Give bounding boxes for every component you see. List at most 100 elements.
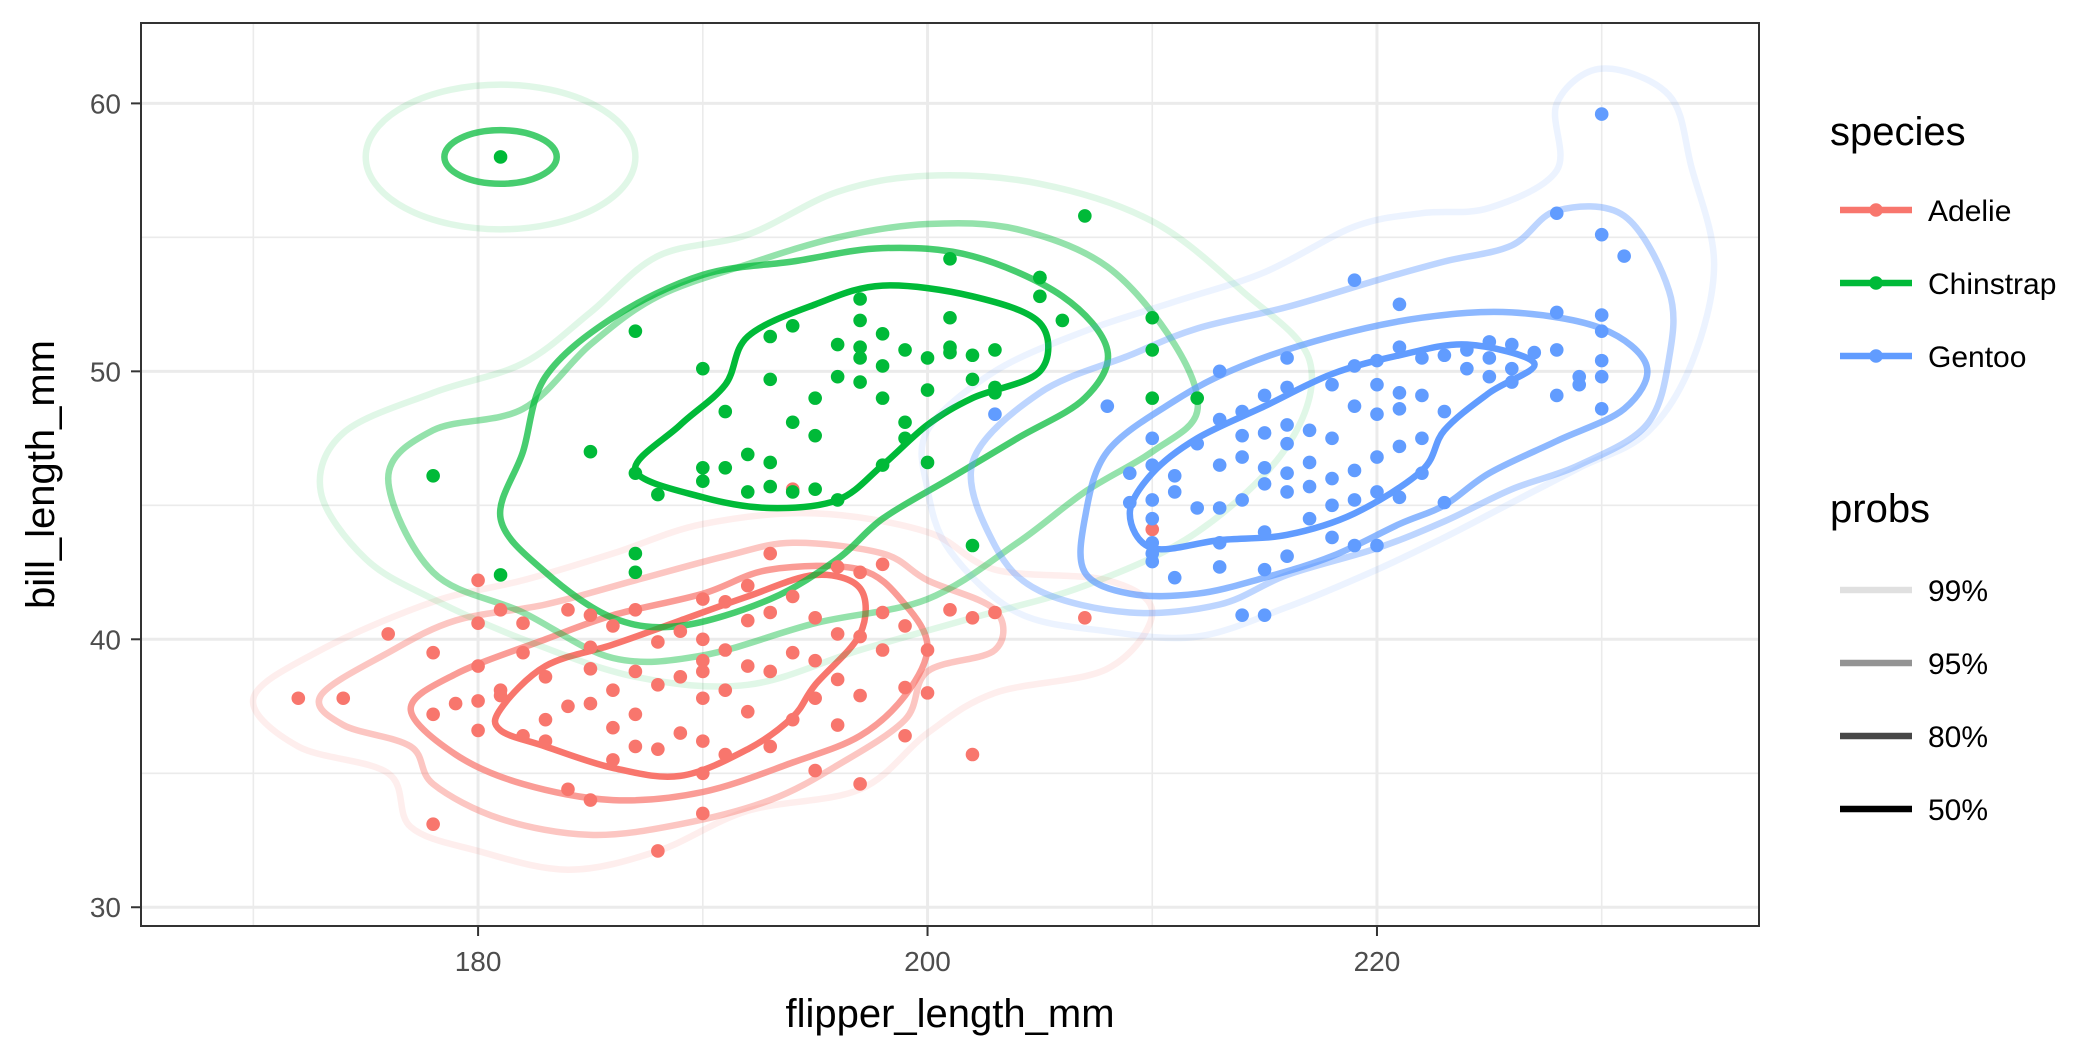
point-gentoo	[1415, 431, 1429, 446]
point-adelie	[785, 645, 800, 660]
point-gentoo	[1347, 359, 1362, 373]
y-axis-title: bill_length_mm	[19, 340, 63, 609]
point-adelie	[920, 643, 935, 657]
point-adelie	[606, 683, 620, 698]
point-gentoo	[1280, 485, 1294, 499]
legend-probs-label: 95%	[1928, 648, 1988, 681]
point-gentoo	[1347, 538, 1362, 553]
point-chinstrap	[426, 469, 440, 483]
point-chinstrap	[763, 372, 778, 387]
point-gentoo	[1482, 351, 1497, 365]
point-adelie	[696, 691, 710, 706]
point-gentoo	[1257, 608, 1272, 622]
legend-probs-label: 99%	[1928, 575, 1988, 608]
point-chinstrap	[1145, 310, 1160, 325]
point-adelie	[696, 734, 710, 748]
point-chinstrap	[920, 383, 935, 397]
point-chinstrap	[1033, 289, 1047, 304]
point-adelie	[561, 699, 575, 714]
point-chinstrap	[740, 485, 755, 499]
point-gentoo	[1505, 361, 1519, 376]
point-gentoo	[1392, 297, 1407, 312]
point-gentoo	[1549, 343, 1564, 357]
point-chinstrap	[853, 375, 867, 389]
point-adelie	[853, 629, 867, 644]
point-adelie	[898, 619, 912, 633]
point-adelie	[606, 619, 620, 633]
point-gentoo	[1325, 471, 1339, 486]
point-chinstrap	[965, 372, 980, 387]
point-gentoo	[1280, 351, 1294, 365]
point-gentoo	[1460, 361, 1474, 376]
point-adelie	[583, 696, 598, 711]
point-chinstrap	[1055, 313, 1070, 328]
point-gentoo	[1212, 412, 1227, 427]
point-gentoo	[1370, 407, 1384, 422]
point-chinstrap	[808, 391, 822, 405]
point-adelie	[920, 686, 935, 700]
point-chinstrap	[875, 458, 890, 472]
point-adelie	[943, 603, 957, 617]
point-gentoo	[1594, 353, 1609, 368]
point-chinstrap	[696, 361, 710, 376]
point-chinstrap	[1078, 209, 1092, 223]
point-chinstrap	[785, 415, 800, 430]
contour-adelie-50pct	[491, 571, 869, 780]
point-adelie	[718, 683, 733, 698]
point-adelie	[471, 694, 485, 708]
point-gentoo	[1302, 455, 1317, 470]
point-gentoo	[1257, 388, 1272, 403]
point-gentoo	[1145, 511, 1160, 526]
point-adelie	[1078, 611, 1092, 625]
point-gentoo	[1594, 402, 1609, 416]
point-adelie	[493, 603, 508, 617]
point-adelie	[808, 691, 822, 706]
point-gentoo	[1482, 369, 1497, 384]
point-adelie	[628, 707, 643, 722]
point-gentoo	[1594, 369, 1609, 384]
point-adelie	[651, 635, 665, 649]
point-chinstrap	[718, 404, 733, 419]
point-chinstrap	[875, 327, 890, 341]
point-gentoo	[1145, 554, 1160, 569]
point-gentoo	[1257, 426, 1272, 440]
point-gentoo	[1549, 206, 1564, 221]
x-tick-label: 180	[455, 946, 502, 977]
point-gentoo	[1302, 479, 1317, 494]
point-adelie	[628, 664, 643, 679]
point-adelie	[426, 707, 440, 722]
plot-border	[140, 22, 1760, 927]
point-chinstrap	[830, 369, 845, 384]
point-gentoo	[1594, 308, 1609, 322]
point-gentoo	[1257, 477, 1272, 491]
point-adelie	[853, 565, 867, 580]
scatter-points	[291, 107, 1631, 858]
point-gentoo	[1167, 469, 1182, 483]
legend-species-label: Chinstrap	[1928, 268, 2056, 301]
point-gentoo	[1325, 530, 1339, 545]
point-adelie	[875, 557, 890, 572]
point-adelie	[583, 661, 598, 676]
point-chinstrap	[808, 482, 822, 497]
contour-chinstrap-80pct	[441, 126, 560, 188]
plot-panel	[141, 23, 1759, 926]
gridlines	[141, 23, 1759, 926]
point-adelie	[763, 605, 778, 620]
legend-species-key-point	[1869, 276, 1883, 290]
point-adelie	[606, 753, 620, 767]
point-gentoo	[1280, 436, 1294, 451]
point-gentoo	[1437, 495, 1452, 510]
point-chinstrap	[493, 568, 508, 582]
point-gentoo	[1280, 549, 1294, 564]
point-gentoo	[1325, 498, 1339, 513]
point-adelie	[673, 624, 688, 639]
contour-gentoo-50pct	[1126, 341, 1538, 553]
point-chinstrap	[1145, 343, 1160, 357]
point-chinstrap	[696, 461, 710, 475]
point-gentoo	[1122, 466, 1137, 480]
point-chinstrap	[965, 348, 980, 363]
point-adelie	[808, 653, 822, 668]
point-gentoo	[1370, 538, 1384, 553]
